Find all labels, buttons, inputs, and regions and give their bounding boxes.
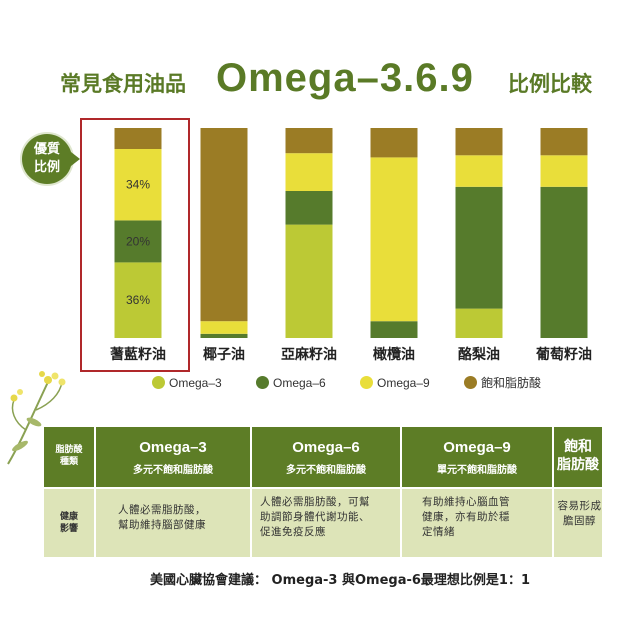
title-main: Omega–3.6.9: [216, 56, 474, 100]
bar-segment-flaxseed-oil-omega9: [285, 153, 333, 191]
category-label-flaxseed-oil: 亞麻籽油: [281, 346, 337, 363]
bar-segment-olive-oil-omega6: [370, 321, 418, 338]
table-cell-omega3-effect: 人體必需脂肪酸， 幫助維持腦部健康: [96, 489, 250, 557]
bottom-margin: [0, 590, 640, 640]
table-cell-omega6-effect: 人體必需脂肪酸，可幫 助調節身體代謝功能、 促進免疫反應: [252, 489, 400, 557]
data-label-chia-seed-oil-omega3: 36%: [126, 293, 150, 307]
header-subtitle: 單元不飽和脂肪酸: [437, 465, 517, 476]
highlight-box: [80, 118, 190, 372]
bar-segment-grapeseed-oil-omega9: [540, 155, 588, 187]
bar-segment-olive-oil-omega9: [370, 157, 418, 322]
badge-line-1: 優質: [33, 142, 60, 157]
bar-segment-chia-seed-oil-omega9: [114, 149, 162, 221]
fatty-acid-table: 脂肪酸 種類 Omega–3 多元不飽和脂肪酸 Omega–6 多元不飽和脂肪酸…: [44, 427, 602, 557]
category-label-coconut-oil: 椰子油: [203, 346, 245, 363]
header-title: Omega–3: [139, 439, 207, 456]
bar-segment-flaxseed-oil-omega3: [285, 224, 333, 338]
footnote: 美國心臟協會建議： Omega-3 與Omega-6最理想比例是1：1: [150, 573, 531, 588]
table-cell-saturated-effect: 容易形成 膽固醇: [554, 489, 602, 557]
bar-segment-flaxseed-oil-saturated: [285, 128, 333, 154]
title-suffix: 比例比較: [508, 72, 592, 96]
legend-swatch-omega3: [152, 376, 165, 389]
header-title: Omega–6: [292, 439, 360, 456]
stacked-bar-chart: 蓍藍籽油 34% 20% 36% 椰子油 亞麻籽油 橄欖油 酪梨油 葡萄籽油: [110, 128, 592, 363]
table-row-label-type: 脂肪酸 種類: [44, 427, 94, 487]
header-subtitle: 多元不飽和脂肪酸: [286, 465, 366, 476]
legend-label-omega3: Omega–3: [169, 376, 222, 390]
legend-label-omega9: Omega–9: [377, 376, 430, 390]
bar-segment-avocado-oil-saturated: [455, 128, 503, 156]
badge-line-2: 比例: [33, 160, 60, 175]
flower-branch-decoration: [7, 371, 66, 465]
legend-swatch-omega9: [360, 376, 373, 389]
bar-segment-avocado-oil-omega3: [455, 308, 503, 338]
legend-swatch-saturated: [464, 376, 477, 389]
quality-ratio-badge: 優質 比例: [22, 134, 80, 184]
table-header-omega6: Omega–6 多元不飽和脂肪酸: [252, 427, 400, 487]
bar-segment-coconut-oil-omega9: [200, 321, 248, 334]
legend-label-saturated: 飽和脂肪酸: [481, 376, 542, 390]
bar-segment-avocado-oil-omega9: [455, 155, 503, 187]
data-label-chia-seed-oil-omega6: 20%: [126, 234, 150, 248]
legend-swatch-omega6: [256, 376, 269, 389]
header-title: Omega–9: [443, 439, 511, 456]
category-label-avocado-oil: 酪梨油: [458, 346, 500, 363]
chart-title: 常見食用油品 Omega–3.6.9 比例比較: [40, 56, 640, 102]
top-margin: [0, 0, 640, 48]
header-subtitle: 多元不飽和脂肪酸: [133, 465, 213, 476]
bar-segment-flaxseed-oil-omega6: [285, 191, 333, 225]
table-header-omega9: Omega–9 單元不飽和脂肪酸: [402, 427, 552, 487]
bar-segment-avocado-oil-omega6: [455, 186, 503, 309]
category-label-olive-oil: 橄欖油: [373, 346, 415, 363]
bar-segment-coconut-oil-saturated: [200, 128, 248, 322]
legend-label-omega6: Omega–6: [273, 376, 326, 390]
bar-segment-chia-seed-oil-saturated: [114, 128, 162, 149]
bar-segment-chia-seed-oil-omega3: [114, 262, 162, 338]
category-label-grapeseed-oil: 葡萄籽油: [535, 346, 592, 363]
table-row-label-effect: 健康 影響: [44, 489, 94, 557]
table-header-saturated: 飽和 脂肪酸: [554, 427, 602, 487]
table-header-omega3: Omega–3 多元不飽和脂肪酸: [96, 427, 250, 487]
title-prefix: 常見食用油品: [60, 72, 186, 96]
bar-segment-olive-oil-saturated: [370, 128, 418, 158]
bar-segment-grapeseed-oil-saturated: [540, 128, 588, 156]
bar-segment-grapeseed-oil-omega6: [540, 186, 588, 338]
bar-segment-coconut-oil-omega6: [200, 333, 248, 338]
bar-segment-chia-seed-oil-omega6: [114, 220, 162, 263]
table-cell-omega9-effect: 有助維持心腦血管 健康，亦有助於穩 定情緒: [402, 489, 552, 557]
category-label-chia-seed-oil: 蓍藍籽油: [110, 346, 166, 363]
data-label-chia-seed-oil-omega9: 34%: [126, 178, 150, 192]
